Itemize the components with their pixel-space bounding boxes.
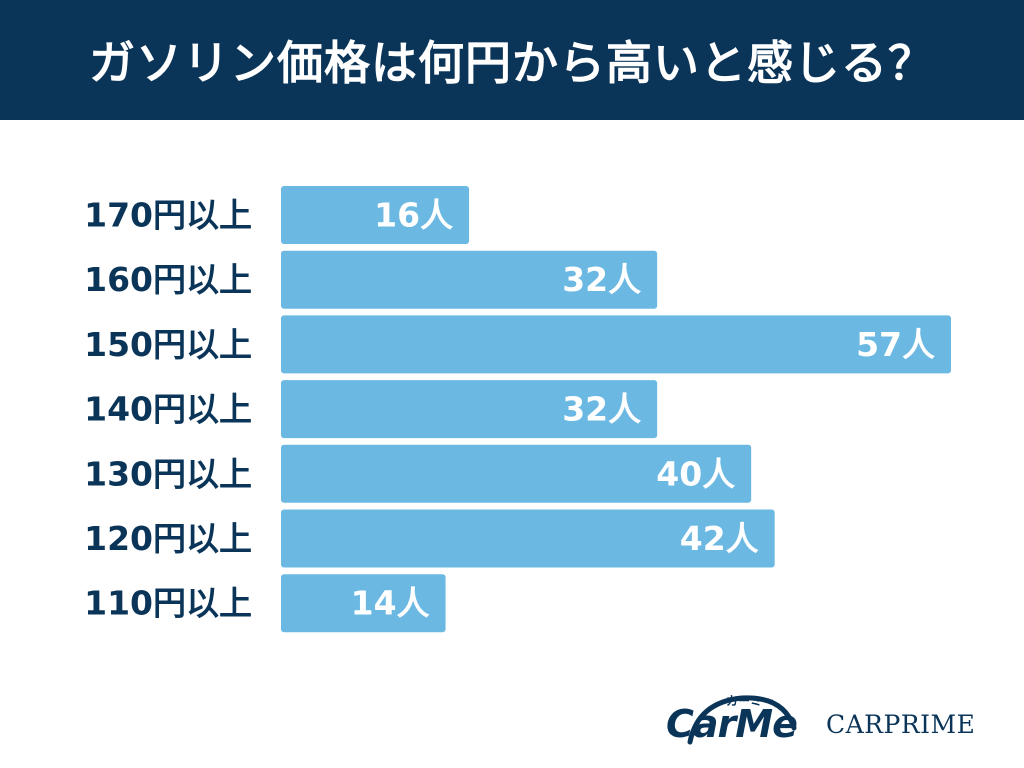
bar <box>281 186 470 244</box>
category-label: 130円以上 <box>84 454 252 493</box>
bar-value-label: 14人 <box>351 584 430 623</box>
carprime-logo: CARPRIME <box>826 710 976 739</box>
bar-value-label: 57人 <box>856 325 935 364</box>
bar-value-label: 16人 <box>374 196 453 235</box>
header-banner: ガソリン価格は何円から高いと感じる？ <box>0 0 1024 120</box>
bar-value-label: 42人 <box>680 519 759 558</box>
carme-wordmark: CarMe <box>666 702 798 746</box>
bar-value-label: 40人 <box>656 454 735 493</box>
category-label: 110円以上 <box>84 584 252 623</box>
category-label: 150円以上 <box>84 325 252 364</box>
logo-area: カーミー CarMe CARPRIME <box>664 688 1004 758</box>
bar <box>281 574 446 633</box>
bar <box>281 315 951 374</box>
category-label: 140円以上 <box>84 390 252 429</box>
bar-value-label: 32人 <box>562 260 641 299</box>
category-label: 120円以上 <box>84 519 252 558</box>
bar <box>281 444 752 503</box>
page-title: ガソリン価格は何円から高いと感じる？ <box>89 36 935 90</box>
carme-logo: カーミー CarMe <box>664 688 804 754</box>
carme-kana: カーミー <box>726 694 775 708</box>
bar <box>281 509 775 568</box>
category-label: 160円以上 <box>84 260 252 299</box>
bar <box>281 380 658 439</box>
bar-value-label: 32人 <box>562 390 641 429</box>
bar <box>281 250 658 309</box>
bar-chart: 170円以上 16人 160円以上 32人 150円以上 57人 140円以上 32人 130円… <box>84 186 951 633</box>
category-label: 170円以上 <box>84 196 252 235</box>
car-outline-icon <box>687 695 797 745</box>
